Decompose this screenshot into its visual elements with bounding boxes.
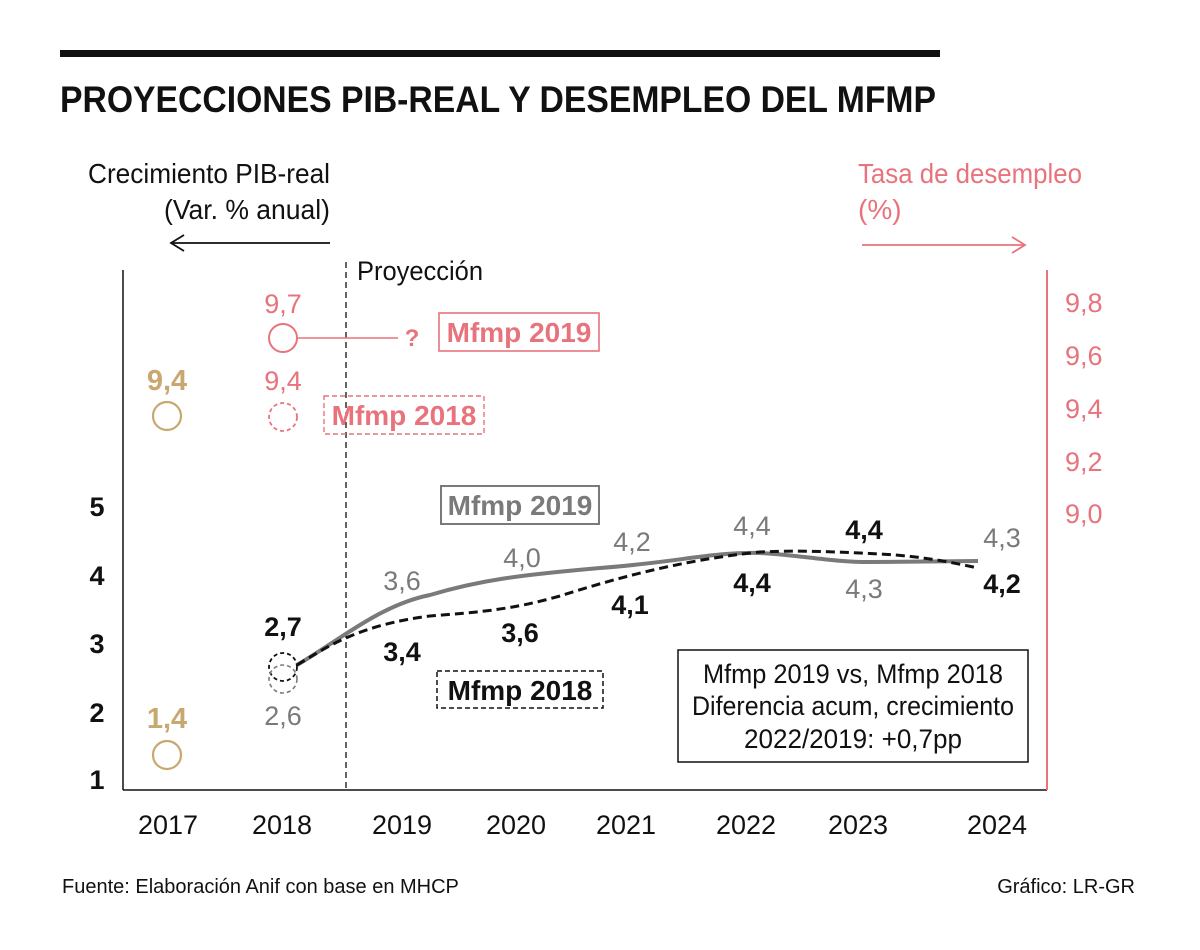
unemployment-2018-mfmp2019-label: 9,7 <box>264 289 302 319</box>
left-arrow-icon <box>169 234 330 252</box>
mfmp2018-label-2023: 4,4 <box>845 515 883 545</box>
top-rule <box>60 50 940 57</box>
projection-label: Proyección <box>357 256 483 286</box>
unemployment-2018-mfmp2018-marker <box>268 402 298 432</box>
mfmp2018-label-2024: 4,2 <box>983 569 1021 599</box>
x-tick: 2022 <box>716 810 776 840</box>
x-tick: 2024 <box>967 810 1027 840</box>
y-right-tick: 9,2 <box>1065 447 1103 477</box>
right-arrow-icon <box>862 236 1027 254</box>
right-axis-title-2: (%) <box>858 194 902 225</box>
series-line-mfmp2018 <box>296 549 979 667</box>
y-right-tick: 9,4 <box>1065 394 1103 424</box>
mfmp2019-label-2018: 2,6 <box>264 701 302 731</box>
y-left-tick: 4 <box>89 561 104 591</box>
x-tick: 2023 <box>828 810 888 840</box>
unemployment-2018-mfmp2019-marker <box>268 323 298 353</box>
y-right-tick: 9,6 <box>1065 341 1103 371</box>
credit-note: Gráfico: LR-GR <box>997 876 1135 898</box>
y-left-tick: 2 <box>89 698 104 728</box>
y-right-tick: 9,8 <box>1065 288 1103 318</box>
legend-unemp-mfmp2018-label: Mfmp 2018 <box>332 400 477 431</box>
mfmp2019-label-2020: 4,0 <box>503 543 541 573</box>
note-line-3: 2022/2019: +0,7pp <box>744 724 962 754</box>
x-tick: 2019 <box>372 810 432 840</box>
legend-gdp-mfmp2019-box <box>440 485 600 525</box>
gdp-2018-mfmp2019-marker <box>268 664 298 694</box>
gdp-2018-mfmp2018-marker <box>268 652 298 682</box>
note-line-2: Diferencia acum, crecimiento <box>692 691 1014 721</box>
left-axis-title-2: (Var. % anual) <box>164 194 330 225</box>
mfmp2019-label-2024: 4,3 <box>983 523 1021 553</box>
chart-title: PROYECCIONES PIB-REAL Y DESEMPLEO DEL MF… <box>60 79 936 120</box>
legend-gdp-mfmp2018-box <box>436 670 604 709</box>
legend-gdp-mfmp2018-label: Mfmp 2018 <box>448 675 593 706</box>
mfmp2019-label-2021: 4,2 <box>613 527 651 557</box>
note-box <box>677 649 1029 763</box>
y-left-tick: 5 <box>89 492 104 522</box>
mfmp2018-label-2019: 3,4 <box>383 637 421 667</box>
mfmp2019-label-2019: 3,6 <box>383 566 421 596</box>
mfmp2018-label-2022: 4,4 <box>733 568 771 598</box>
note-line-1: Mfmp 2019 vs, Mfmp 2018 <box>703 659 1003 689</box>
unemployment-2018-mfmp2018-label: 9,4 <box>264 366 302 396</box>
legend-gdp-mfmp2019-label: Mfmp 2019 <box>448 490 593 521</box>
x-tick: 2020 <box>486 810 546 840</box>
mfmp2019-label-2023: 4,3 <box>845 574 883 604</box>
x-tick: 2021 <box>596 810 656 840</box>
left-axis-title-1: Crecimiento PIB-real <box>88 158 330 189</box>
legend-unemp-mfmp2019-label: Mfmp 2019 <box>447 317 592 348</box>
y-left-tick: 3 <box>89 629 104 659</box>
gdp-2017-marker <box>151 739 183 771</box>
mfmp2019-label-2022: 4,4 <box>733 511 771 541</box>
mfmp2018-label-2020: 3,6 <box>501 618 539 648</box>
y-left-tick: 1 <box>89 765 104 795</box>
series-line-mfmp2019 <box>295 550 979 667</box>
y-right-tick: 9,0 <box>1065 499 1103 529</box>
legend-unemp-mfmp2018-box <box>323 395 485 435</box>
mfmp2018-label-2018: 2,7 <box>264 612 302 642</box>
x-tick: 2017 <box>138 810 198 840</box>
legend-unemp-mfmp2019-box <box>438 312 600 352</box>
x-tick: 2018 <box>252 810 312 840</box>
unemployment-2017-marker <box>151 400 183 432</box>
right-axis-title-1: Tasa de desempleo <box>858 158 1082 189</box>
mfmp2018-label-2021: 4,1 <box>611 590 649 620</box>
gdp-2017-label: 1,4 <box>147 703 187 735</box>
source-note: Fuente: Elaboración Anif con base en MHC… <box>62 876 459 898</box>
unemployment-question-mark: ? <box>405 325 420 352</box>
unemployment-2017-label: 9,4 <box>147 365 187 397</box>
